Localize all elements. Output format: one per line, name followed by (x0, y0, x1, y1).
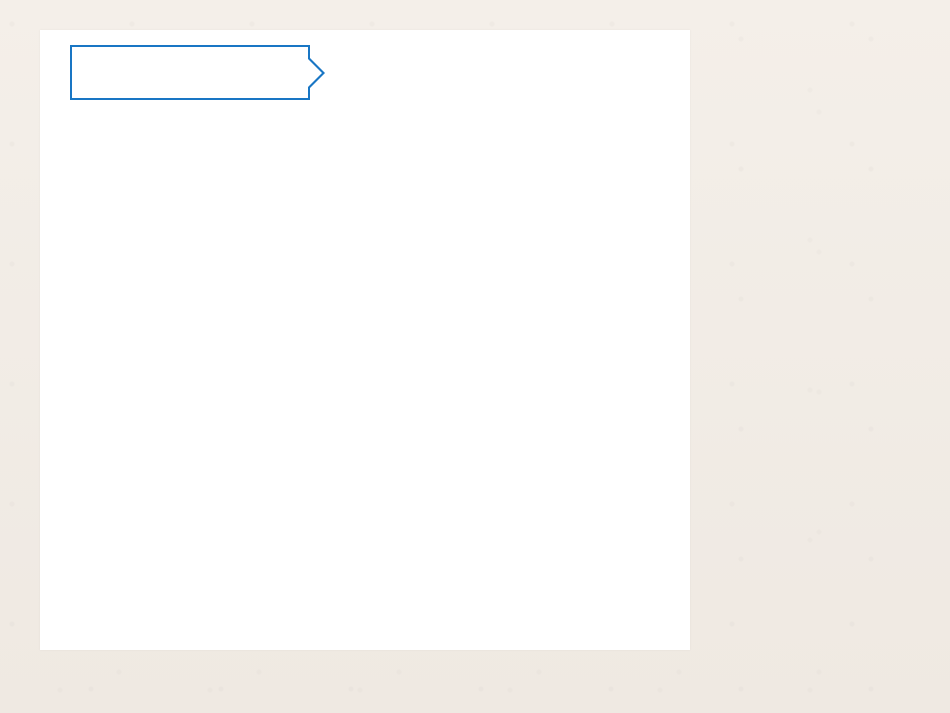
figures-grid (90, 210, 620, 610)
figure-D (380, 370, 560, 516)
figure-B (390, 210, 540, 336)
figure-A (130, 210, 250, 346)
flower-icon (72, 48, 122, 98)
figure-C (120, 400, 280, 496)
header-banner (70, 45, 310, 100)
